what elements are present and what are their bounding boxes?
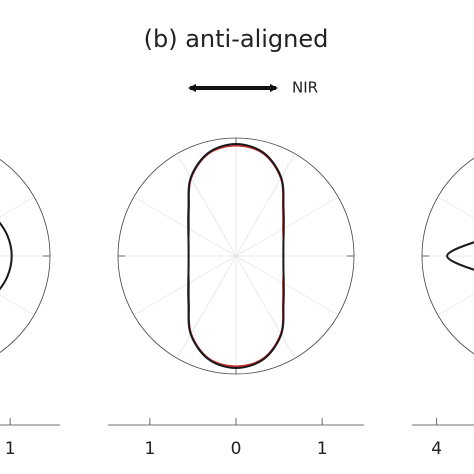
panel-title: (b) anti-aligned [144,25,329,53]
spoke [437,196,474,219]
annotation: NIR [292,79,318,97]
spoke [0,294,35,316]
x-tick-label: 1 [5,439,16,459]
polar-curve [446,241,474,271]
x-tick-label: 0 [231,439,242,459]
spoke [133,196,339,316]
x-tick-label: 4 [431,439,442,459]
x-tick-label: 1 [144,439,155,459]
x-tick-label: 1 [317,439,328,459]
spoke [0,196,35,218]
spoke [437,293,474,316]
polar-curve [187,143,285,369]
